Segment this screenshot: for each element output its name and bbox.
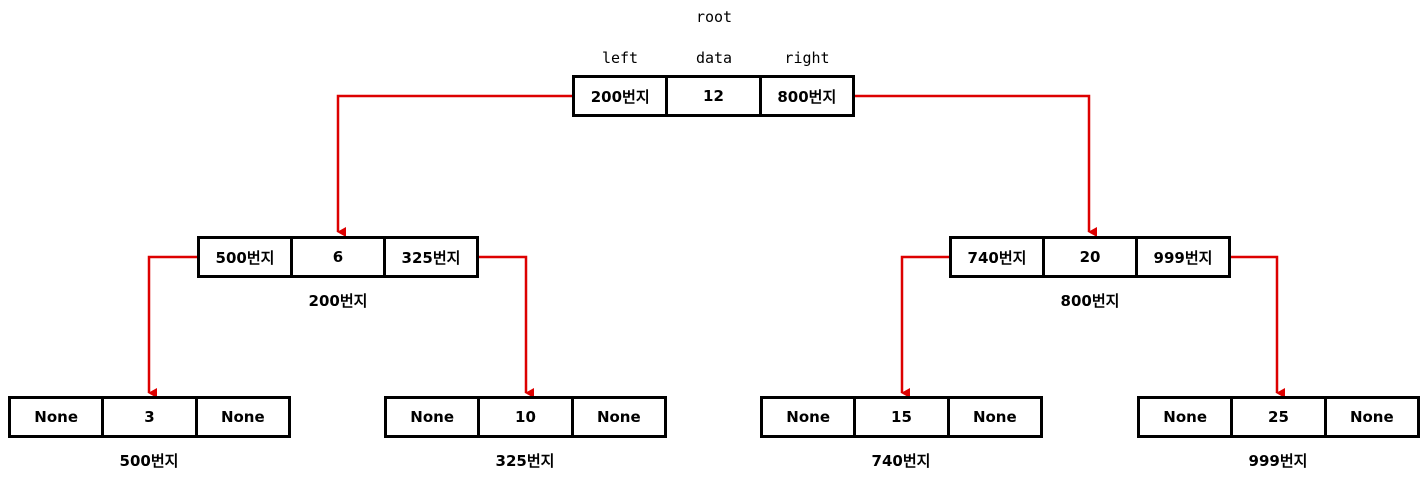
node-200-left-cell: 500번지 [215,248,275,267]
node-325-right-cell: None [570,399,664,435]
node-740-data-cell: 15 [853,399,946,435]
node-740-address: 740번지 [871,452,931,470]
root-node: 200번지 12 800번지 [572,75,855,117]
node-999-data-cell: 25 [1230,399,1323,435]
node-800-address: 800번지 [1060,292,1120,310]
node-800-data-cell: 20 [1042,239,1135,275]
link-800-right [1230,255,1285,398]
node-325-address: 325번지 [495,452,555,470]
node-800-left-cell: 740번지 [967,248,1027,267]
link-200-right [478,255,534,398]
node-200-address: 200번지 [308,292,368,310]
node-999-left-cell: None [1163,408,1208,426]
node-800: 740번지 20 999번지 [949,236,1231,278]
right-column-label: right [784,49,830,67]
node-200: 500번지 6 325번지 [197,236,479,278]
node-500-data-cell: 3 [101,399,194,435]
node-325-data-cell: 10 [477,399,570,435]
left-column-label: left [601,49,639,67]
node-325-left-cell: None [410,408,455,426]
node-500-address: 500번지 [119,452,179,470]
node-740: None 15 None [760,396,1043,438]
link-200-left [147,255,197,398]
root-right-cell: 800번지 [758,78,852,114]
node-200-right-cell: 325번지 [383,239,476,275]
root-data-cell: 12 [665,78,758,114]
node-200-data-cell: 6 [290,239,383,275]
node-999: None 25 None [1137,396,1420,438]
node-500-left-cell: None [34,408,79,426]
link-root-left [336,94,572,237]
data-column-label: data [695,49,733,67]
node-740-left-cell: None [786,408,831,426]
node-500: None 3 None [8,396,291,438]
link-root-right [854,94,1097,237]
link-800-left [900,255,949,398]
node-500-right-cell: None [194,399,288,435]
node-800-right-cell: 999번지 [1135,239,1228,275]
root-label: root [695,8,733,26]
node-999-address: 999번지 [1248,452,1308,470]
root-left-cell: 200번지 [590,87,650,106]
node-999-right-cell: None [1323,399,1417,435]
node-325: None 10 None [384,396,667,438]
node-740-right-cell: None [946,399,1040,435]
